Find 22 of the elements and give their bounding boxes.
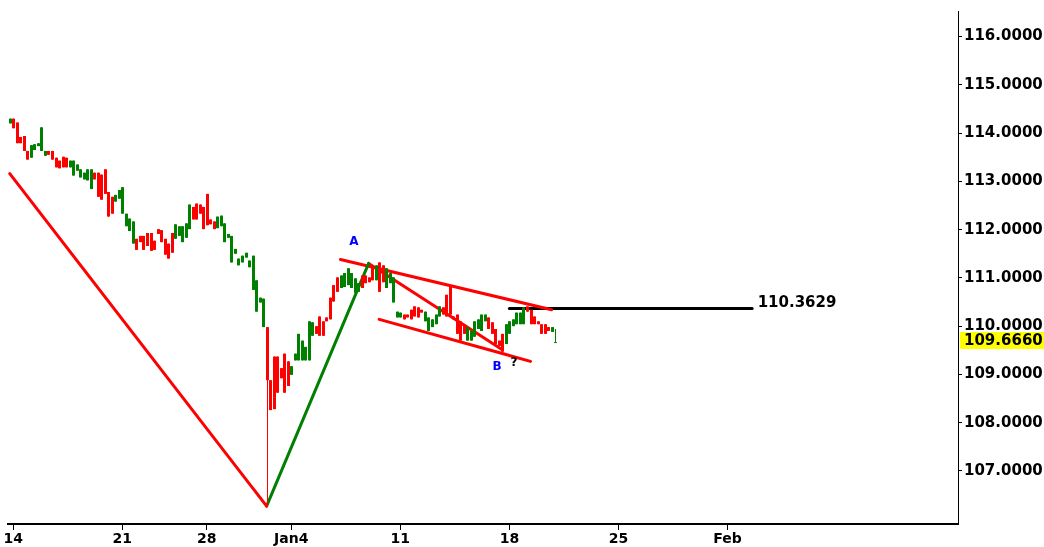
annotation: A: [349, 234, 360, 249]
x-tick-label: Jan4: [273, 530, 309, 547]
annotation: 110.3629: [757, 292, 837, 311]
y-tick-label: 114.0000: [964, 122, 1043, 141]
text: 109.6660: [964, 330, 1043, 349]
y-tick-label: 115.0000: [964, 74, 1043, 93]
y-tick-label: 112.0000: [964, 219, 1043, 238]
y-tick-label: 109.0000: [964, 364, 1043, 383]
x-tick-label: Feb: [713, 530, 742, 547]
x-tick-label: 21: [112, 530, 133, 547]
y-tick-label: 108.0000: [964, 412, 1043, 431]
y-tick-label: 111.0000: [964, 267, 1043, 286]
x-tick-label: 14: [3, 530, 24, 547]
x-tick-label: 11: [390, 530, 411, 547]
y-tick-label: 116.0000: [964, 26, 1043, 45]
x-tick-label: 25: [608, 530, 629, 547]
x-tick-label: 28: [197, 530, 217, 547]
y-tick-label: 113.0000: [964, 171, 1043, 190]
annotation: B: [492, 359, 502, 374]
x-tick-label: 18: [499, 530, 520, 547]
annotation: ?: [510, 355, 518, 370]
y-tick-label: 107.0000: [964, 460, 1043, 479]
